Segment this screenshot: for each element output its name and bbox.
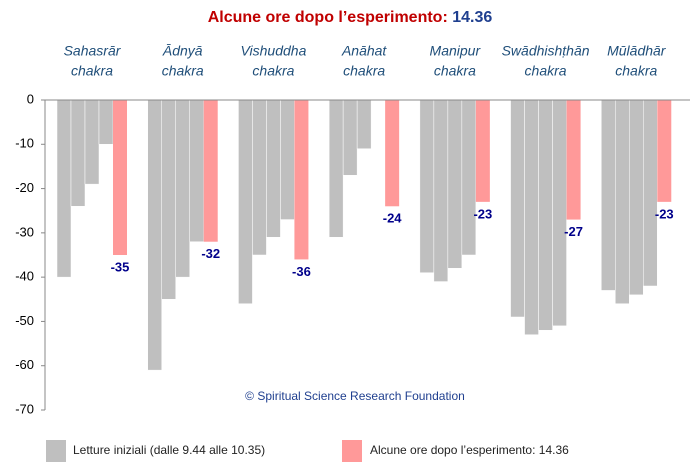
bar bbox=[266, 99, 281, 238]
bar bbox=[510, 99, 525, 318]
value-label: -32 bbox=[201, 246, 220, 261]
legend-label: Letture iniziali (dalle 9.44 alle 10.35) bbox=[73, 443, 265, 457]
bar bbox=[475, 100, 490, 202]
value-label: -35 bbox=[111, 259, 130, 274]
bar bbox=[643, 99, 658, 287]
category-label: Mūlādhār bbox=[607, 43, 667, 59]
category-label: Swādhishṭhān bbox=[502, 43, 590, 59]
bar bbox=[524, 99, 539, 335]
y-tick-label: -30 bbox=[15, 224, 34, 239]
category-label: Ādnyā bbox=[162, 43, 203, 59]
value-label: -23 bbox=[473, 206, 492, 221]
y-tick-label: -10 bbox=[15, 136, 34, 151]
y-tick-label: -20 bbox=[15, 180, 34, 195]
legend-swatch bbox=[46, 440, 66, 462]
bar bbox=[447, 99, 463, 269]
value-label: -27 bbox=[564, 224, 583, 239]
category-label: Vishuddha bbox=[240, 43, 306, 59]
category-label: chakra bbox=[162, 63, 204, 79]
value-label: -23 bbox=[655, 206, 674, 221]
y-tick-label: -50 bbox=[15, 313, 34, 328]
bar bbox=[328, 99, 344, 238]
legend-label: Alcune ore dopo l’esperimento: 14.36 bbox=[370, 443, 569, 457]
category-label: Anāhat bbox=[341, 43, 387, 59]
bar bbox=[461, 99, 477, 256]
category-label: chakra bbox=[343, 63, 385, 79]
bar bbox=[538, 99, 553, 331]
copyright: © Spiritual Science Research Foundation bbox=[245, 389, 465, 403]
bar bbox=[433, 99, 449, 282]
legend-swatch bbox=[342, 440, 362, 462]
bar bbox=[566, 100, 581, 220]
category-label: chakra bbox=[615, 63, 657, 79]
bar bbox=[98, 99, 114, 145]
bar bbox=[161, 99, 176, 300]
category-label: chakra bbox=[525, 63, 567, 79]
bar bbox=[552, 99, 567, 327]
category-label: chakra bbox=[252, 63, 294, 79]
bar bbox=[147, 99, 162, 371]
bar bbox=[356, 99, 372, 149]
bar bbox=[629, 99, 644, 296]
title-text: Alcune ore dopo l’esperimento: bbox=[208, 9, 448, 26]
bar bbox=[252, 99, 267, 256]
bar bbox=[601, 99, 616, 291]
bar bbox=[238, 99, 253, 304]
y-tick-label: 0 bbox=[27, 91, 34, 106]
category-label: chakra bbox=[71, 63, 113, 79]
bar bbox=[615, 99, 630, 304]
bar bbox=[189, 99, 204, 242]
category-label: chakra bbox=[434, 63, 476, 79]
bar bbox=[385, 100, 400, 207]
title-time: 14.36 bbox=[452, 9, 492, 26]
bar bbox=[113, 100, 127, 255]
bar bbox=[56, 99, 72, 278]
y-tick-label: -40 bbox=[15, 269, 34, 284]
bar bbox=[84, 99, 100, 185]
bar bbox=[294, 100, 309, 260]
bar bbox=[419, 99, 435, 273]
bar bbox=[342, 99, 358, 176]
y-tick-label: -70 bbox=[15, 401, 34, 416]
category-label: Manipur bbox=[430, 43, 482, 59]
bar bbox=[280, 99, 295, 220]
bar bbox=[70, 99, 86, 207]
value-label: -36 bbox=[292, 264, 311, 279]
chart-title: Alcune ore dopo l’esperimento: 14.36 bbox=[208, 9, 493, 26]
bar bbox=[657, 100, 672, 202]
bar bbox=[203, 100, 218, 242]
bar bbox=[175, 99, 190, 278]
category-label: Sahasrār bbox=[64, 43, 122, 59]
value-label: -24 bbox=[383, 211, 403, 226]
y-tick-label: -60 bbox=[15, 357, 34, 372]
